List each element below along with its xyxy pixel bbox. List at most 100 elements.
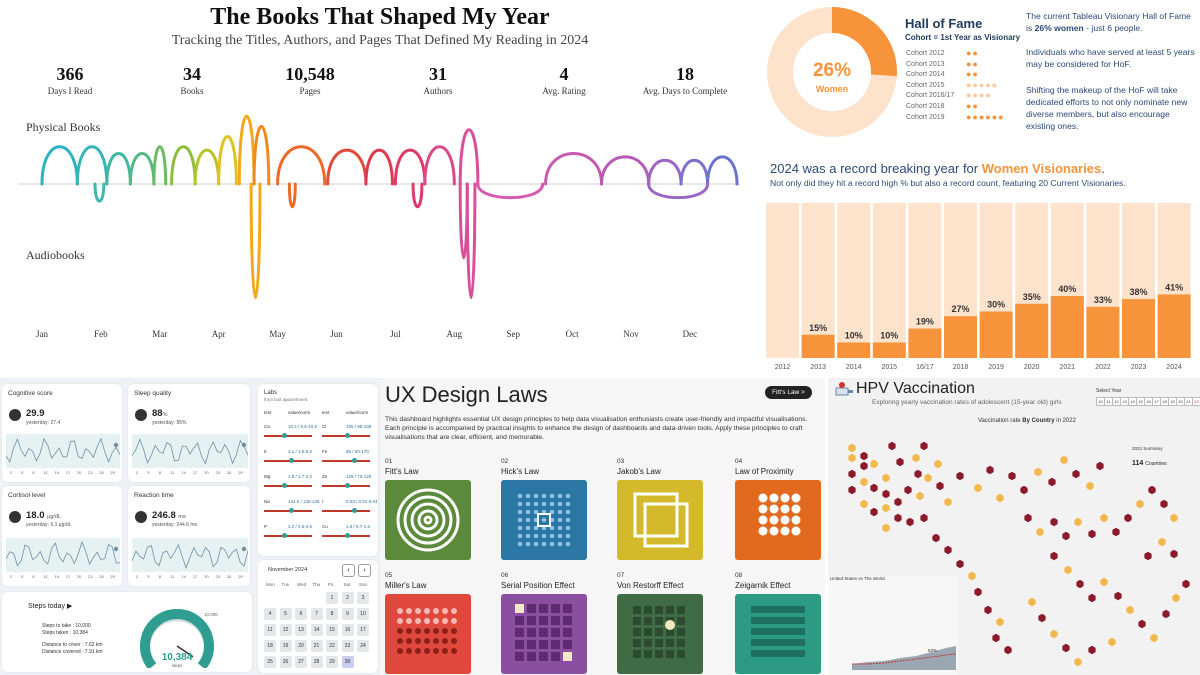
- country-hex[interactable]: [1034, 467, 1042, 477]
- country-hex[interactable]: [1108, 637, 1116, 647]
- calendar-day[interactable]: 12: [279, 624, 292, 636]
- country-hex[interactable]: [848, 469, 856, 479]
- law-tile-03[interactable]: [617, 480, 703, 560]
- country-hex[interactable]: [1050, 551, 1058, 561]
- card-cognitive[interactable]: Cognitive score 29.9 yesterday: 27.4 2 5 8…: [2, 384, 122, 482]
- steps-title[interactable]: Steps today ▶: [28, 603, 73, 610]
- country-hex[interactable]: [1144, 551, 1152, 561]
- country-hex[interactable]: [848, 485, 856, 495]
- country-hex[interactable]: [920, 513, 928, 523]
- country-hex[interactable]: [996, 493, 1004, 503]
- country-hex[interactable]: [1160, 499, 1168, 509]
- law-tile-08[interactable]: [735, 594, 821, 674]
- country-hex[interactable]: [974, 483, 982, 493]
- country-hex[interactable]: [882, 503, 890, 513]
- calendar-day[interactable]: 26: [279, 656, 292, 668]
- card-sleep[interactable]: Sleep quality 88% yesterday: 85% 2 5 8 11 14…: [128, 384, 250, 482]
- country-hex[interactable]: [894, 513, 902, 523]
- country-hex[interactable]: [860, 461, 868, 471]
- country-hex[interactable]: [1150, 633, 1158, 643]
- country-hex[interactable]: [1096, 461, 1104, 471]
- calendar-day[interactable]: 18: [264, 640, 276, 652]
- country-hex[interactable]: [936, 481, 944, 491]
- country-hex[interactable]: [1036, 527, 1044, 537]
- country-hex[interactable]: [956, 471, 964, 481]
- calendar-day[interactable]: 6: [295, 608, 307, 620]
- country-hex[interactable]: [1158, 537, 1166, 547]
- country-hex[interactable]: [1008, 471, 1016, 481]
- law-tile-02[interactable]: [501, 480, 587, 560]
- country-hex[interactable]: [1182, 579, 1190, 589]
- country-hex[interactable]: [894, 497, 902, 507]
- country-hex[interactable]: [956, 559, 964, 569]
- country-hex[interactable]: [906, 517, 914, 527]
- country-hex[interactable]: [992, 633, 1000, 643]
- country-hex[interactable]: [1170, 513, 1178, 523]
- country-hex[interactable]: [1038, 613, 1046, 623]
- calendar-day[interactable]: 3: [357, 592, 369, 604]
- country-hex[interactable]: [920, 441, 928, 451]
- country-hex[interactable]: [1074, 517, 1082, 527]
- country-hex[interactable]: [968, 571, 976, 581]
- calendar-day[interactable]: 11: [264, 624, 276, 636]
- country-hex[interactable]: [1100, 513, 1108, 523]
- country-hex[interactable]: [860, 477, 868, 487]
- country-hex[interactable]: [1072, 469, 1080, 479]
- country-hex[interactable]: [860, 451, 868, 461]
- country-hex[interactable]: [996, 617, 1004, 627]
- country-hex[interactable]: [934, 459, 942, 469]
- country-hex[interactable]: [882, 489, 890, 499]
- country-hex[interactable]: [1136, 499, 1144, 509]
- country-hex[interactable]: [882, 523, 890, 533]
- country-hex[interactable]: [1060, 455, 1068, 465]
- country-hex[interactable]: [1170, 549, 1178, 559]
- country-hex[interactable]: [1048, 477, 1056, 487]
- country-hex[interactable]: [1050, 517, 1058, 527]
- calendar-day[interactable]: 9: [341, 608, 354, 620]
- calendar-day[interactable]: 22: [326, 640, 338, 652]
- country-hex[interactable]: [1138, 619, 1146, 629]
- country-hex[interactable]: [1020, 485, 1028, 495]
- country-hex[interactable]: [1112, 527, 1120, 537]
- calendar-day[interactable]: 25: [264, 656, 276, 668]
- card-cortisol[interactable]: Cortisol level 18.0 µg/dL yesterday: 6.1…: [2, 486, 122, 586]
- calendar-day[interactable]: 21: [310, 640, 323, 652]
- fitts-law-button[interactable]: Fitt's Law >: [765, 386, 812, 399]
- calendar-next-icon[interactable]: ›: [358, 564, 371, 577]
- country-hex[interactable]: [848, 443, 856, 453]
- country-hex[interactable]: [860, 499, 868, 509]
- law-tile-06[interactable]: [501, 594, 587, 674]
- country-hex[interactable]: [912, 453, 920, 463]
- country-hex[interactable]: [974, 587, 982, 597]
- country-hex[interactable]: [1172, 593, 1180, 603]
- country-hex[interactable]: [882, 473, 890, 483]
- country-hex[interactable]: [1100, 577, 1108, 587]
- country-hex[interactable]: [1004, 645, 1012, 655]
- calendar-day[interactable]: 24: [357, 640, 369, 652]
- calendar-day[interactable]: 4: [264, 608, 276, 620]
- calendar-day[interactable]: 2: [341, 592, 354, 604]
- law-tile-01[interactable]: [385, 480, 471, 560]
- country-hex[interactable]: [914, 469, 922, 479]
- calendar-day[interactable]: 29: [326, 656, 338, 668]
- country-hex[interactable]: [932, 533, 940, 543]
- country-hex[interactable]: [1088, 645, 1096, 655]
- country-hex[interactable]: [1062, 531, 1070, 541]
- law-tile-07[interactable]: [617, 594, 703, 674]
- calendar-day[interactable]: 15: [326, 624, 338, 636]
- country-hex[interactable]: [848, 453, 856, 463]
- calendar-day[interactable]: 7: [310, 608, 323, 620]
- calendar-day[interactable]: 13: [295, 624, 307, 636]
- calendar-day[interactable]: 28: [310, 656, 323, 668]
- country-hex[interactable]: [904, 485, 912, 495]
- country-hex[interactable]: [1088, 593, 1096, 603]
- calendar-day[interactable]: 1: [326, 592, 338, 604]
- calendar-day[interactable]: 27: [295, 656, 307, 668]
- calendar-day[interactable]: 10: [357, 608, 369, 620]
- country-hex[interactable]: [1126, 605, 1134, 615]
- calendar-day[interactable]: 14: [310, 624, 323, 636]
- country-hex[interactable]: [1124, 513, 1132, 523]
- calendar-day[interactable]: 23: [341, 640, 354, 652]
- country-hex[interactable]: [1050, 629, 1058, 639]
- calendar-day[interactable]: 5: [279, 608, 292, 620]
